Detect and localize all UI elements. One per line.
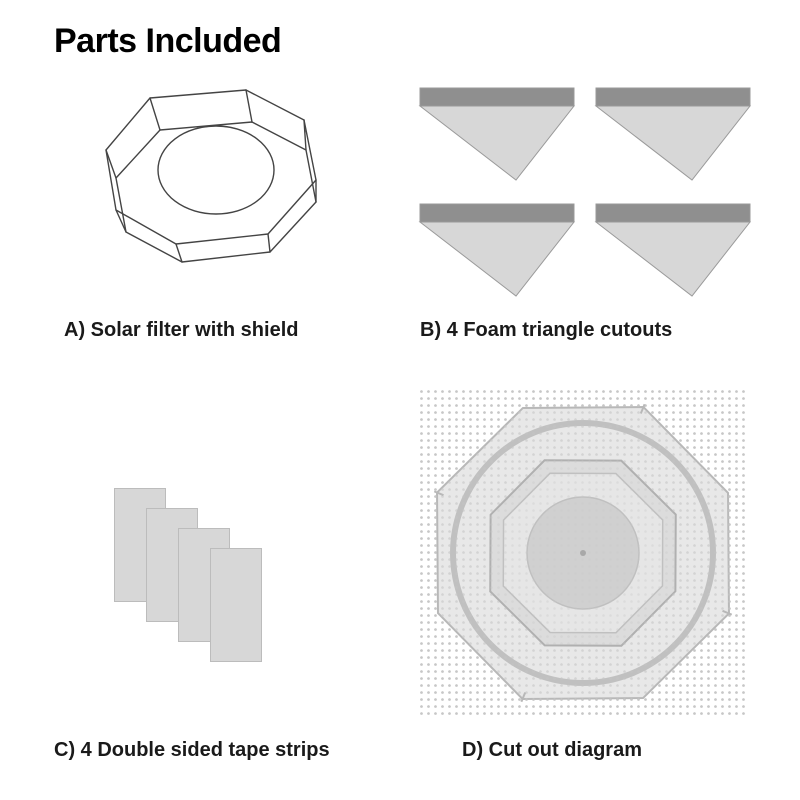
foam-triangle	[418, 200, 576, 300]
part-d-cutout-diagram	[418, 388, 748, 718]
part-b-foam-triangles	[418, 84, 758, 304]
label-c: C) 4 Double sided tape strips	[54, 739, 330, 762]
part-c-tape-strips	[88, 420, 328, 720]
tape-strip	[210, 548, 262, 662]
label-b: B) 4 Foam triangle cutouts	[420, 319, 672, 342]
foam-triangle	[594, 200, 752, 300]
label-a: A) Solar filter with shield	[64, 319, 298, 342]
foam-triangle	[418, 84, 576, 184]
label-d: D) Cut out diagram	[462, 739, 642, 762]
part-a-solar-filter	[86, 80, 332, 306]
cutout-diagram-svg	[418, 388, 748, 718]
solar-filter-drawing	[86, 80, 332, 306]
foam-triangle	[594, 84, 752, 184]
page-title: Parts Included	[54, 22, 281, 61]
